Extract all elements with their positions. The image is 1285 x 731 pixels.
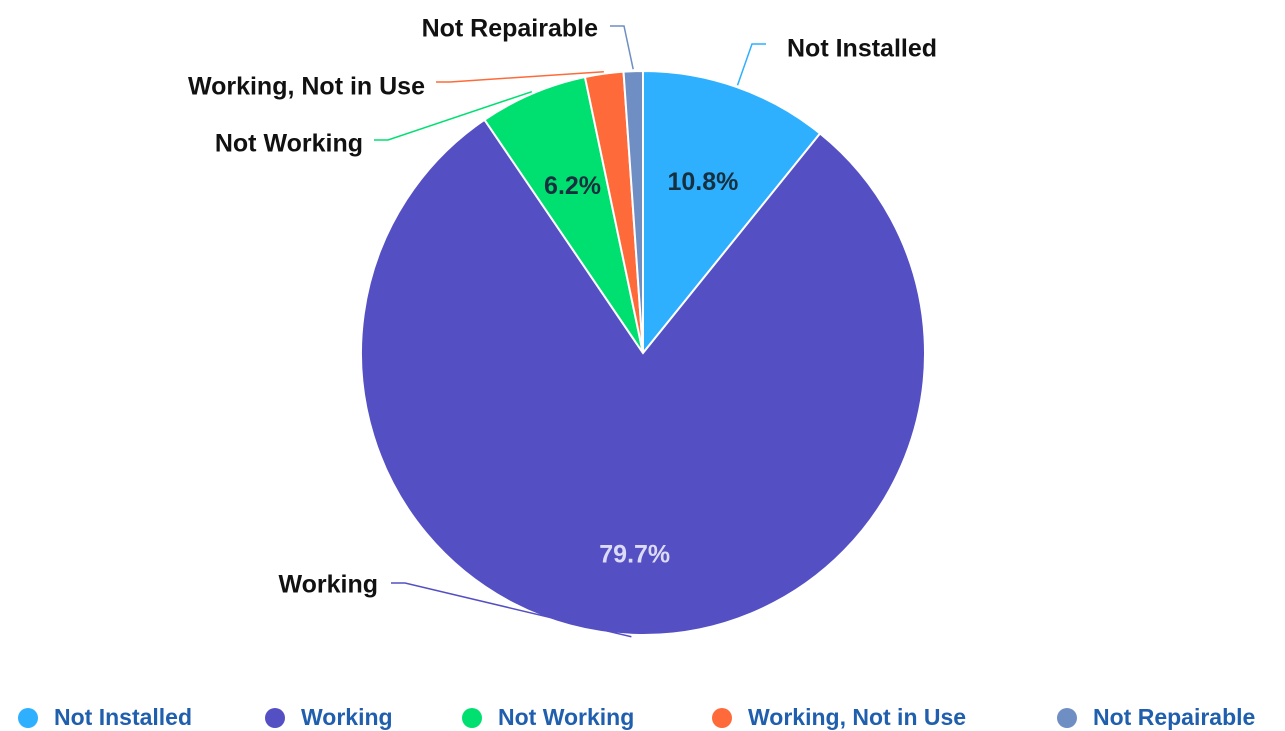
legend-marker [462,708,482,728]
legend-label: Working [301,704,393,730]
pie-slice [360,118,926,636]
data-label: 79.7% [599,540,670,568]
leader-line [610,25,634,70]
slice-label: Working, Not in Use [188,73,425,101]
legend-label: Working, Not in Use [748,704,966,730]
data-label: 6.2% [544,172,601,200]
leader-line [374,90,533,141]
legend-label: Not Repairable [1093,704,1255,730]
pie-slice [622,69,644,354]
legend-label: Not Working [498,704,634,730]
slice-label: Working [278,571,378,599]
pie-slice [642,69,822,356]
legend-label: Not Installed [54,704,192,730]
leader-line [391,582,632,638]
leader-line [436,70,604,83]
data-label: 10.8% [667,168,738,196]
legend-marker [1057,708,1077,728]
legend-marker [265,708,285,728]
legend-marker [18,708,38,728]
leader-line [736,43,766,86]
legend-marker [712,708,732,728]
slice-label: Not Installed [787,35,937,63]
slice-label: Not Repairable [422,15,599,43]
slice-label: Not Working [215,130,363,158]
